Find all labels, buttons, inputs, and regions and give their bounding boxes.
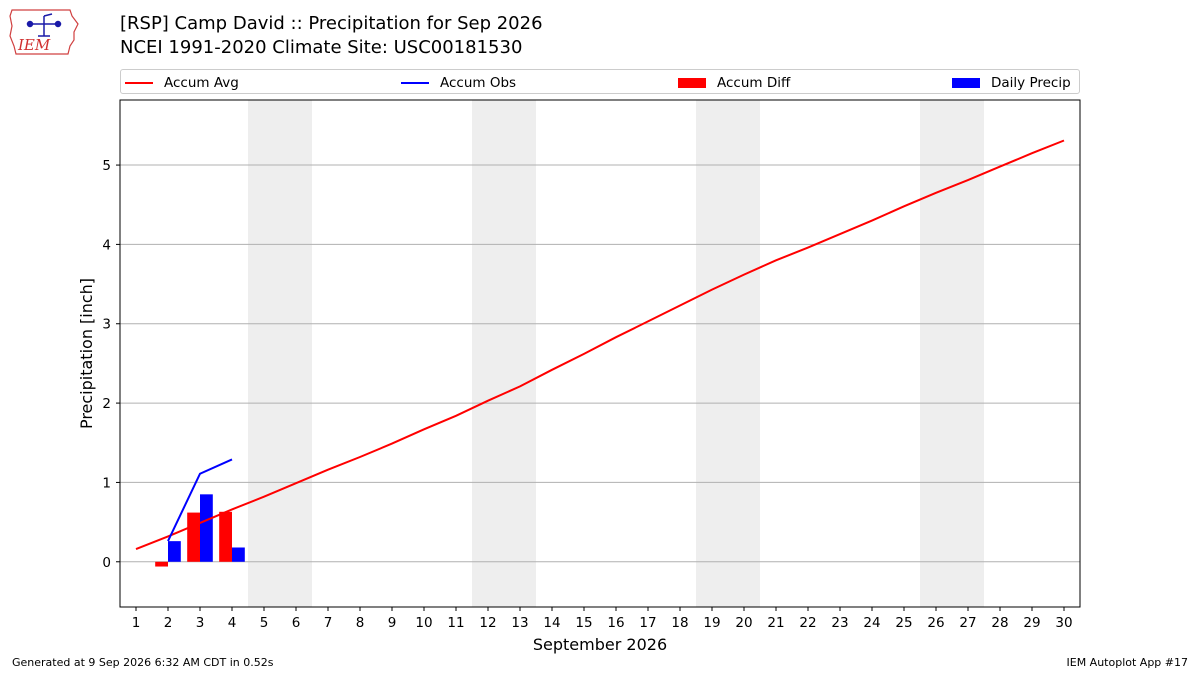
x-tick-label: 19 [703, 615, 720, 631]
x-tick-label: 3 [196, 615, 205, 631]
legend-label-accum-avg: Accum Avg [164, 74, 239, 91]
x-tick-label: 4 [228, 615, 237, 631]
weekend-shade [696, 100, 760, 607]
bar-daily-precip [232, 547, 245, 562]
x-tick-label: 29 [1023, 615, 1040, 631]
legend-item-daily-precip: Daily Precip [952, 70, 1071, 95]
x-tick-label: 8 [356, 615, 365, 631]
x-tick-label: 27 [959, 615, 976, 631]
y-tick-label: 3 [102, 317, 111, 333]
generated-timestamp: Generated at 9 Sep 2026 6:32 AM CDT in 0… [12, 656, 274, 669]
bar-daily-precip [200, 494, 213, 562]
x-tick-label: 28 [991, 615, 1008, 631]
x-tick-label: 15 [575, 615, 592, 631]
bar-daily-precip [168, 541, 181, 562]
line-accum-obs [167, 458, 233, 542]
x-tick-label: 25 [895, 615, 912, 631]
legend-label-accum-obs: Accum Obs [440, 74, 517, 91]
x-tick-label: 21 [767, 615, 784, 631]
weather-station-icon [26, 13, 62, 37]
y-tick-label: 2 [102, 396, 111, 412]
legend-swatch-accum-diff [678, 77, 706, 88]
x-tick-label: 10 [415, 615, 432, 631]
legend-item-accum-obs: Accum Obs [401, 70, 516, 95]
x-tick-label: 9 [388, 615, 397, 631]
y-tick-label: 1 [102, 475, 111, 491]
weekend-shade [248, 100, 312, 607]
weekend-shade [920, 100, 984, 607]
legend-item-accum-avg: Accum Avg [125, 70, 239, 95]
autoplot-app-label: IEM Autoplot App #17 [1066, 656, 1189, 669]
x-tick-label: 14 [543, 615, 560, 631]
legend-label-daily-precip: Daily Precip [991, 74, 1071, 91]
bar-accum-diff [219, 511, 232, 562]
y-tick-label: 5 [102, 158, 111, 174]
x-tick-label: 18 [671, 615, 688, 631]
weekend-shade [472, 100, 536, 607]
legend-swatch-daily-precip [952, 77, 980, 88]
plot-frame [119, 99, 1081, 608]
logo-text: IEM [17, 36, 51, 54]
legend-item-accum-diff: Accum Diff [678, 70, 790, 95]
x-tick-label: 12 [479, 615, 496, 631]
legend: Accum Avg Accum Obs Accum Diff Daily Pre… [120, 69, 1080, 94]
y-axis-label: Precipitation [inch] [77, 278, 96, 429]
chart-subtitle: NCEI 1991-2020 Climate Site: USC00181530 [120, 37, 523, 58]
line-accum-avg [135, 139, 1065, 551]
x-axis-label: September 2026 [533, 635, 667, 654]
legend-label-accum-diff: Accum Diff [717, 74, 791, 91]
bar-accum-diff [187, 512, 200, 562]
iowa-outline-shape [9, 9, 79, 55]
x-tick-label: 23 [831, 615, 848, 631]
iem-logo: IEM [9, 9, 79, 55]
x-tick-label: 22 [799, 615, 816, 631]
x-tick-label: 7 [324, 615, 333, 631]
y-tick-label: 0 [102, 555, 111, 571]
x-tick-label: 30 [1055, 615, 1072, 631]
chart-title: [RSP] Camp David :: Precipitation for Se… [120, 13, 543, 34]
legend-swatch-accum-obs [401, 81, 429, 84]
x-tick-label: 26 [927, 615, 944, 631]
x-tick-label: 16 [607, 615, 624, 631]
legend-swatch-accum-avg [125, 81, 153, 84]
x-tick-label: 20 [735, 615, 752, 631]
x-tick-label: 17 [639, 615, 656, 631]
bar-accum-diff [155, 561, 168, 567]
x-tick-label: 5 [260, 615, 269, 631]
x-tick-label: 2 [164, 615, 173, 631]
x-tick-label: 24 [863, 615, 880, 631]
x-tick-label: 13 [511, 615, 528, 631]
y-tick-label: 4 [102, 237, 111, 253]
x-tick-label: 1 [132, 615, 141, 631]
x-tick-label: 11 [447, 615, 464, 631]
x-tick-label: 6 [292, 615, 301, 631]
